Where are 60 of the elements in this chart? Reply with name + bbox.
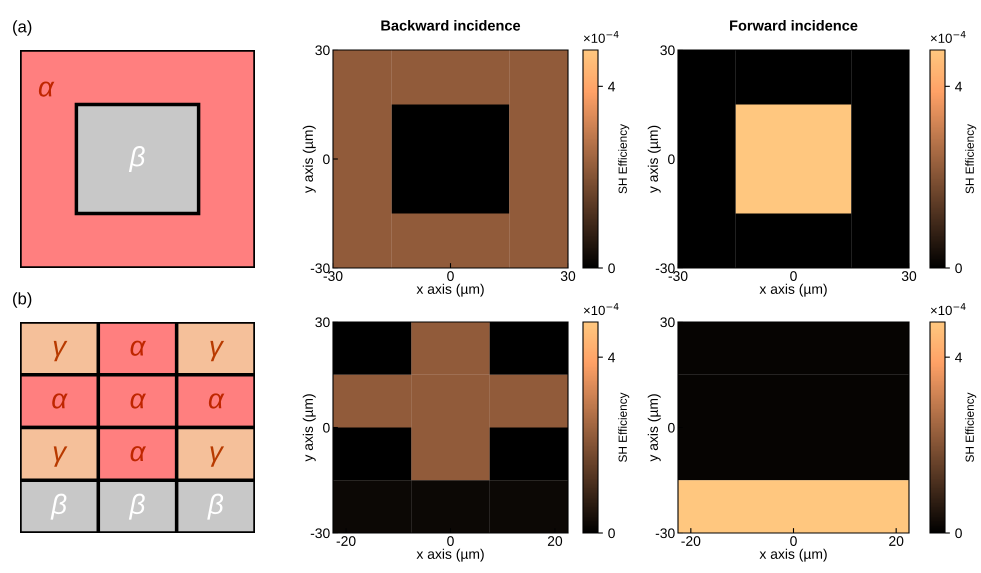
x-tick-label: 30: [560, 271, 576, 281]
color-bar-title: SH Efficiency: [965, 392, 976, 462]
text: (a): [13, 20, 32, 36]
text: γ: [54, 340, 68, 362]
text: α: [130, 446, 146, 462]
x-tick-label: -20: [336, 536, 356, 546]
x-tick-label: 20: [548, 536, 562, 546]
y-axis-title: y axis (µm): [302, 126, 316, 194]
text: ×10$^{−4}$: [584, 303, 619, 316]
color-bar-title: SH Efficiency: [618, 392, 630, 462]
x-axis-title: x axis (µm): [760, 284, 827, 297]
text: γ: [210, 340, 224, 362]
text: α: [38, 81, 54, 97]
color-bar-label: 0: [955, 263, 962, 274]
text: α: [208, 393, 224, 409]
x-tick-label: 30: [902, 271, 916, 281]
y-tick-label: -30: [310, 528, 330, 538]
y-tick-label: 30: [315, 45, 330, 56]
chart-title: Backward incidence: [381, 20, 520, 31]
text: α: [130, 340, 146, 356]
y-tick-label: -30: [656, 263, 675, 274]
text: ×10$^{−4}$: [930, 31, 966, 43]
text: γ: [54, 446, 68, 467]
x-tick-label: 0: [447, 271, 454, 281]
x-tick-label: 20: [889, 536, 904, 546]
color-bar-title: SH Efficiency: [618, 124, 630, 194]
y-tick-label: -30: [656, 528, 675, 538]
x-axis-title: x axis (µm): [760, 548, 827, 562]
y-tick-label: 30: [660, 317, 675, 328]
y-axis-title: y axis (µm): [648, 394, 661, 462]
y-tick-label: 30: [315, 317, 330, 328]
text: ×10$^{−4}$: [930, 303, 966, 316]
text: (b): [13, 292, 32, 308]
y-tick-label: -30: [310, 263, 330, 274]
color-bar-label: 0: [955, 528, 962, 538]
x-tick-label: 0: [447, 536, 454, 546]
y-tick-label: 30: [660, 45, 675, 56]
chart-title: Forward incidence: [730, 20, 858, 31]
text: α: [130, 393, 146, 409]
text: α: [52, 393, 68, 409]
color-bar-label: 0: [608, 528, 615, 538]
x-axis-title: x axis (µm): [416, 548, 484, 562]
y-tick-label: 0: [323, 422, 330, 433]
text: ×10$^{−4}$: [584, 31, 619, 43]
x-tick-label: 0: [790, 536, 797, 546]
y-tick-label: 0: [323, 154, 330, 164]
color-bar-title: SH Efficiency: [965, 124, 976, 194]
color-bar-label: 0: [608, 263, 615, 274]
text: γ: [210, 446, 224, 467]
color-bar-label: 4: [955, 352, 962, 362]
y-axis-title: y axis (µm): [302, 394, 316, 462]
y-tick-label: 0: [668, 422, 675, 433]
color-bar-label: 4: [608, 82, 616, 92]
x-tick-label: -20: [681, 536, 700, 546]
x-tick-label: 0: [790, 271, 797, 281]
y-tick-label: 0: [668, 154, 675, 164]
x-axis-title: x axis (µm): [416, 284, 484, 297]
y-axis-title: y axis (µm): [648, 126, 661, 194]
color-bar-label: 4: [608, 352, 616, 362]
color-bar-label: 4: [955, 82, 962, 92]
